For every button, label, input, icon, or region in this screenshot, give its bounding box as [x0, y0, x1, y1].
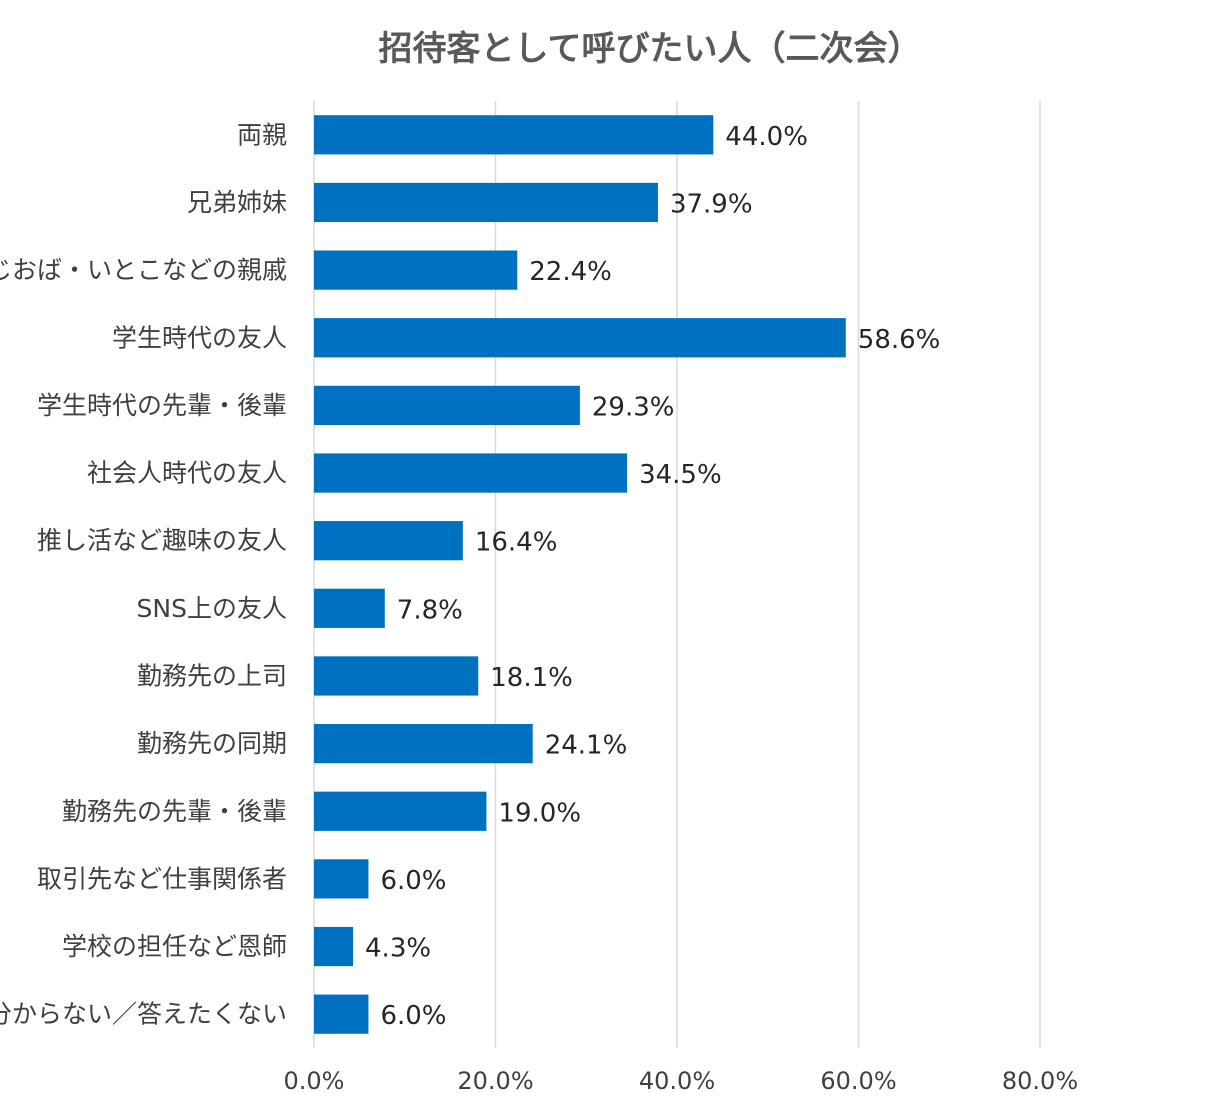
category-label: 勤務先の上司 [137, 661, 287, 690]
bar [314, 385, 580, 426]
data-label: 4.3% [365, 934, 431, 964]
bar [314, 521, 463, 561]
bar [314, 115, 714, 155]
x-tick-label: 60.0% [820, 1067, 896, 1095]
category-label: おじおば・いとこなどの親戚 [0, 256, 287, 285]
data-label: 7.8% [397, 595, 463, 625]
bars [314, 115, 846, 1034]
data-label: 6.0% [380, 1001, 446, 1031]
x-tick-label: 20.0% [457, 1067, 533, 1095]
x-axis-tick-labels: 0.0% 20.0% 40.0% 60.0% 80.0% [284, 1067, 1079, 1095]
category-label: 勤務先の同期 [137, 729, 287, 758]
data-label: 37.9% [670, 189, 753, 219]
category-label: 取引先など仕事関係者 [37, 864, 287, 893]
data-label: 22.4% [529, 257, 612, 287]
bar [314, 250, 518, 290]
bar [314, 318, 846, 358]
category-label: 勤務先の先輩・後輩 [62, 797, 287, 826]
bar [314, 994, 369, 1034]
data-label: 19.0% [498, 798, 581, 828]
data-label: 16.4% [475, 528, 558, 558]
data-label: 34.5% [639, 460, 722, 490]
category-label: 推し活など趣味の友人 [37, 526, 287, 555]
category-labels: 両親兄弟姉妹おじおば・いとこなどの親戚学生時代の友人学生時代の先輩・後輩社会人時… [0, 120, 287, 1028]
bar [314, 182, 658, 223]
x-tick-label: 40.0% [639, 1067, 715, 1095]
chart-title: 招待客として呼びたい人（二次会） [379, 29, 922, 69]
category-label: 分からない／答えたくない [0, 1000, 287, 1029]
category-label: 両親 [237, 120, 287, 149]
category-label: 社会人時代の友人 [87, 459, 287, 488]
bar [314, 791, 487, 831]
bar [314, 723, 533, 764]
data-label: 18.1% [490, 663, 573, 693]
x-tick-label: 0.0% [284, 1067, 345, 1095]
data-label: 58.6% [858, 325, 941, 355]
data-label: 24.1% [545, 731, 628, 761]
data-label: 29.3% [592, 392, 675, 422]
category-label: 学生時代の友人 [112, 323, 287, 352]
category-label: 学生時代の先輩・後輩 [37, 391, 287, 420]
category-label: 学校の担任など恩師 [62, 932, 287, 961]
gridlines [313, 101, 1041, 1048]
bar [314, 656, 479, 696]
data-label: 44.0% [725, 122, 808, 152]
category-label: 兄弟姉妹 [187, 188, 287, 217]
x-tick-label: 80.0% [1002, 1067, 1078, 1095]
bar [314, 859, 369, 899]
data-label: 6.0% [380, 866, 446, 896]
category-label: SNS上の友人 [137, 594, 287, 623]
bar [314, 453, 628, 493]
value-labels: 44.0% 37.9% 22.4% 58.6% 29.3% 34.5% 16.4% 7.8% 1… [365, 122, 940, 1031]
bar [314, 588, 385, 628]
bar [314, 926, 354, 967]
